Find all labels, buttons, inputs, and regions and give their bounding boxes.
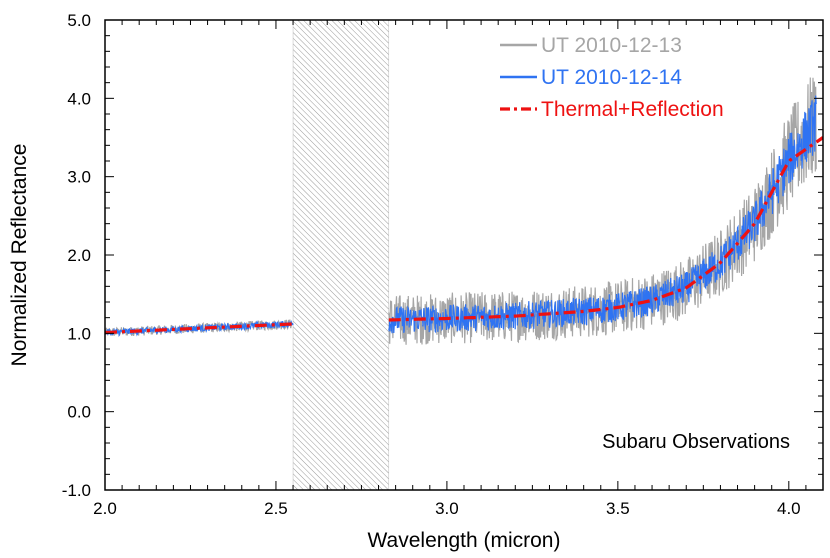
y-tick-label: 3.0 <box>67 168 91 187</box>
x-tick-label: 3.0 <box>435 499 459 518</box>
y-tick-label: 2.0 <box>67 246 91 265</box>
series-3-segment-1 <box>105 322 294 335</box>
series-3-segment-2 <box>388 136 823 322</box>
series-layer <box>105 77 823 345</box>
y-tick-label: -1.0 <box>62 481 91 500</box>
x-tick-label: 2.5 <box>264 499 288 518</box>
legend: UT 2010-12-13 UT 2010-12-14 Thermal+Reflec… <box>500 34 724 121</box>
annotation-subaru-observations: Subaru Observations <box>602 431 790 453</box>
y-tick-label: 4.0 <box>67 89 91 108</box>
tick-labels: 2.0 2.5 3.0 3.5 4.0 -1.0 0.0 1.0 2.0 3.0 4.0 5.0 <box>62 11 801 518</box>
y-tick-label: 5.0 <box>67 11 91 30</box>
legend-label: Thermal+Reflection <box>541 98 724 121</box>
x-tick-label: 2.0 <box>93 499 117 518</box>
x-tick-label: 3.5 <box>606 499 630 518</box>
series-3 <box>105 136 823 335</box>
y-tick-label: 1.0 <box>67 324 91 343</box>
legend-item-2: UT 2010-12-14 <box>500 66 682 89</box>
y-tick-label: 0.0 <box>67 403 91 422</box>
x-axis-title: Wavelength (micron) <box>368 529 561 552</box>
masked-region <box>292 19 390 491</box>
series-2-segment-2 <box>388 95 817 334</box>
legend-item-1: UT 2010-12-13 <box>500 34 682 57</box>
y-axis-title: Normalized Reflectance <box>8 144 31 367</box>
legend-label: UT 2010-12-13 <box>541 34 682 57</box>
legend-label: UT 2010-12-14 <box>541 66 682 89</box>
masked-region-hatch <box>292 19 390 491</box>
x-tick-label: 4.0 <box>777 499 801 518</box>
axis-ticks <box>104 19 824 491</box>
legend-item-3: Thermal+Reflection <box>500 98 724 121</box>
